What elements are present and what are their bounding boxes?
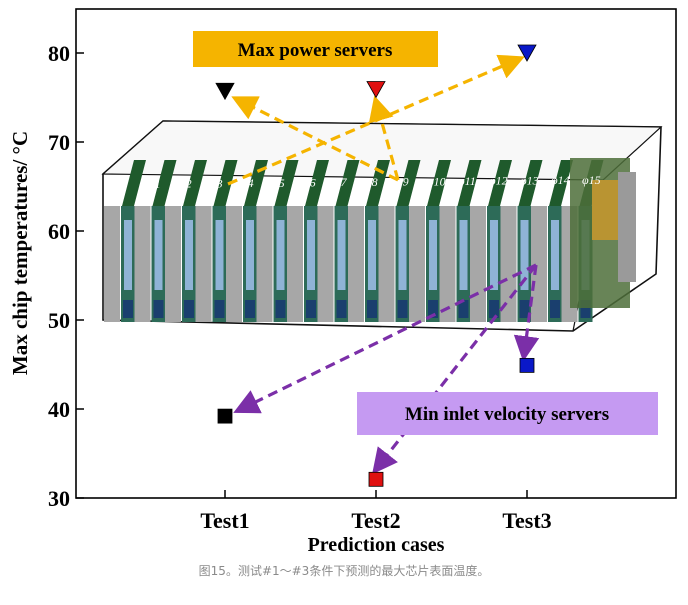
y-tick-label: 50 [48, 308, 70, 333]
min-velocity-annotation: Min inlet velocity servers [357, 392, 658, 435]
max-power-arrow [231, 96, 399, 182]
inset-label: φ4 [241, 176, 254, 190]
inset-label: φ6 [303, 176, 316, 190]
min-velocity-marker [217, 408, 233, 424]
inset-label: φ12 [489, 174, 508, 188]
max-power-marker [366, 81, 386, 99]
min-velocity-arrow [372, 264, 538, 475]
x-tick-label: Test3 [502, 508, 551, 533]
inset-label: φ10 [427, 174, 446, 188]
figure-caption: 图15。测试#1～#3条件下预测的最大芯片表面温度。 [198, 564, 490, 578]
inset-label: φ11 [458, 174, 476, 188]
inset-label: φ7 [334, 175, 348, 189]
min-velocity-marker [368, 471, 384, 487]
y-tick-label: 40 [48, 397, 70, 422]
min-velocity-arrow [233, 263, 537, 414]
max-power-label: Max power servers [238, 40, 393, 61]
x-axis: Test1 Test2 Test3 [200, 490, 552, 533]
min-velocity-label: Min inlet velocity servers [405, 404, 609, 425]
x-axis-label: Prediction cases [308, 534, 445, 556]
inset-label: φ9 [396, 175, 409, 189]
min-velocity-marker [519, 357, 535, 373]
max-power-arrow [368, 95, 400, 181]
max-power-annotation: Max power servers [193, 31, 438, 67]
inset-label: φ15 [582, 173, 601, 187]
max-power-marker [517, 44, 537, 62]
inset-label: φ3 [210, 176, 223, 190]
y-axis: 30 40 50 60 70 80 [48, 41, 84, 511]
data-markers [215, 44, 537, 487]
max-power-marker [215, 82, 235, 101]
y-axis-label: Max chip temperatures/ °C [8, 131, 32, 375]
max-power-arrow [227, 54, 525, 186]
x-tick-label: Test1 [200, 508, 249, 533]
inset-label: φ2 [179, 177, 192, 191]
inset-label: φ5 [272, 176, 285, 190]
inset-label: φ1 [148, 177, 161, 191]
inset-label: φ14 [551, 173, 570, 187]
server-rack-illustration: φ1 φ2 φ3 φ4 φ5 φ6 φ7 φ8 φ9 φ10 φ11 φ12 φ13 φ14 φ15 [101, 120, 663, 332]
inset-label: φ13 [520, 173, 539, 187]
y-tick-label: 70 [48, 130, 70, 155]
inset-label: φ8 [365, 175, 378, 189]
y-tick-label: 60 [48, 219, 70, 244]
y-tick-label: 30 [48, 486, 70, 511]
y-tick-label: 80 [48, 41, 70, 66]
x-tick-label: Test2 [351, 508, 400, 533]
annotation-arrows [227, 54, 540, 475]
